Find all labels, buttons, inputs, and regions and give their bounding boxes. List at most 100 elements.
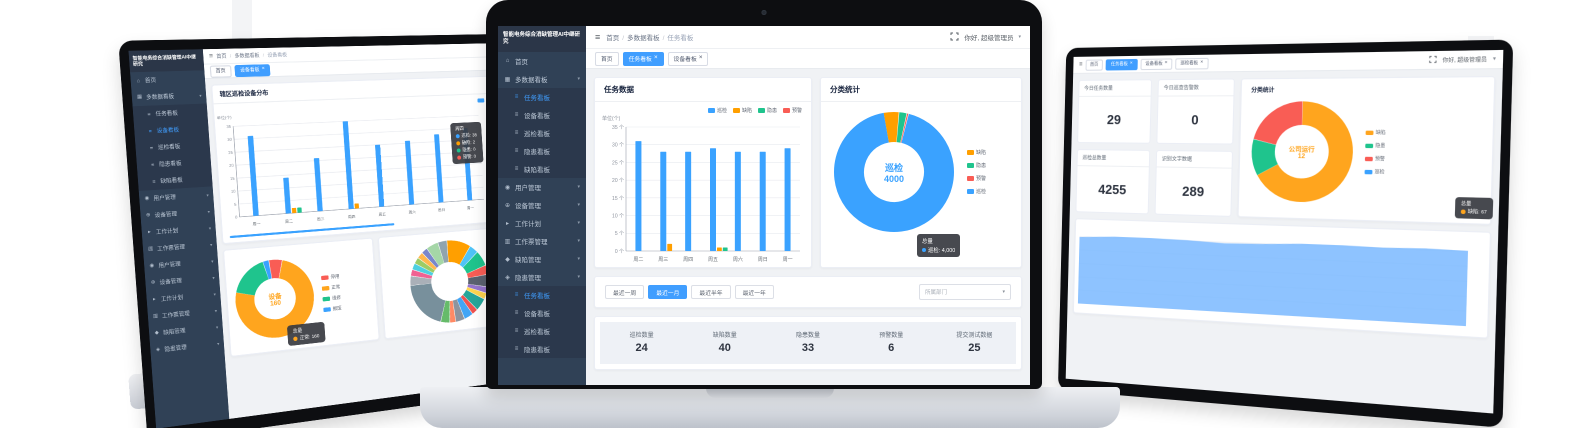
sidebar-item-工作计划[interactable]: ▸ 工作计划 ▾ — [505, 220, 580, 229]
sidebar-item-工作票管理[interactable]: ▥ 工作票管理 ▾ — [504, 238, 580, 247]
close-icon[interactable]: × — [261, 66, 265, 72]
donut-chart[interactable]: 公司运行 12 — [1249, 100, 1355, 204]
user-greeting[interactable]: 你好, 超级管理员 — [1442, 56, 1488, 64]
task-bar-chart[interactable]: 0 个 5 个 10 个 15 个 20 个 25 个 30 个 35 个 单位(个) 周二 周三 周… — [595, 114, 811, 267]
sidebar-item-任务看板[interactable]: ≡ 任务看板 — [498, 88, 586, 107]
sidebar-item-巡检看板[interactable]: ≡ 巡检看板 — [498, 124, 586, 143]
collapse-menu-icon[interactable]: ≡ — [595, 32, 601, 42]
view-tab-设备看板[interactable]: 设备看板 × — [234, 63, 271, 77]
range-button-最近一月[interactable]: 最近一月 — [648, 285, 688, 299]
list-icon: ≡ — [514, 328, 519, 335]
department-select[interactable]: 所属部门 ▾ — [919, 284, 1011, 300]
svg-text:周六: 周六 — [733, 256, 743, 262]
view-tab-巡检看板[interactable]: 巡检看板 × — [1175, 57, 1209, 70]
view-tabs: 首页 任务看板 × 设备看板 × — [586, 49, 1030, 69]
close-icon[interactable]: × — [698, 54, 703, 62]
chevron-down-icon: ▾ — [577, 202, 580, 209]
view-tab-设备看板[interactable]: 设备看板 × — [667, 51, 709, 66]
breadcrumb-item[interactable]: 多数据看板 — [627, 35, 660, 42]
svg-text:35: 35 — [226, 125, 231, 129]
sidebar-item-首页[interactable]: ⌂ 首页 — [505, 58, 528, 67]
sidebar-item-巡检看板[interactable]: ≡ 巡检看板 — [498, 322, 586, 341]
list-icon: ≡ — [514, 112, 519, 119]
legend-item-停用[interactable]: 停用 — [321, 273, 340, 281]
legend-item-报废[interactable]: 报废 — [323, 305, 342, 313]
category-stats-card: 分类统计 公司运行 12 缺陷 隐患 预警 巡检 总量 缺陷: — [1238, 76, 1496, 225]
sidebar-item-缺陷看板[interactable]: ≡ 缺陷看板 — [498, 160, 586, 179]
fullscreen-icon[interactable] — [1428, 55, 1436, 65]
range-button-最近一年[interactable]: 最近一年 — [734, 285, 774, 299]
chevron-down-icon: ▾ — [215, 324, 219, 330]
legend-item-巡检[interactable]: 巡检 — [967, 188, 986, 195]
view-tab-首页[interactable]: 首页 — [595, 51, 619, 66]
dashboard-content: 今日任务数量 29 今日巡查告警数 0 巡检总数量 4255 识别文字数据 28… — [1065, 69, 1503, 414]
list-icon: ≡ — [514, 130, 519, 137]
breadcrumb-item[interactable]: 多数据看板 — [234, 51, 260, 58]
sidebar-item-多数据看板[interactable]: ▦ 多数据看板 ▾ — [504, 76, 580, 85]
sidebar-item-设备看板[interactable]: ≡ 设备看板 — [498, 106, 586, 125]
breadcrumb: 首页 / 多数据看板 / 设备看板 — [216, 51, 288, 59]
donut-cards-row: 设备 160 停用 正常 维修 报废 总量 正常: 160 — [223, 226, 520, 357]
legend-item-预警[interactable]: 预警 — [782, 107, 802, 114]
close-icon[interactable]: × — [1200, 59, 1204, 65]
range-button-最近一周[interactable]: 最近一周 — [605, 285, 645, 299]
laptop-center: 智能电务综合消缺管理AI中继研究 ⌂ 首页 ▦ 多数据看板 ▾ ≡ 任务看板 ≡ 设备看板 ≡ 巡检… — [486, 0, 1042, 389]
donut-chart[interactable]: 巡检 4000 — [833, 111, 955, 233]
stat-item: 巡检数量 24 — [629, 333, 654, 354]
legend-item-隐患[interactable]: 隐患 — [757, 107, 777, 114]
legend-item-缺陷[interactable]: 缺陷 — [1365, 130, 1386, 137]
legend-item-隐患[interactable]: 隐患 — [1365, 143, 1385, 150]
view-tab-任务看板[interactable]: 任务看板 × — [1105, 58, 1138, 71]
sidebar-item-隐患看板[interactable]: ≡ 隐患看板 — [498, 340, 586, 359]
view-tab-首页[interactable]: 首页 — [209, 64, 232, 78]
collapse-menu-icon[interactable]: ≡ — [208, 52, 214, 60]
list-icon: ≡ — [514, 166, 519, 173]
sidebar-item-设备看板[interactable]: ≡ 设备看板 — [498, 304, 586, 323]
legend-item-巡检[interactable]: 巡检 — [1364, 169, 1385, 176]
user-greeting[interactable]: 你好, 超级管理员 — [964, 35, 1014, 42]
legend-item-巡检[interactable]: 巡检 — [707, 107, 727, 114]
close-icon[interactable]: × — [1164, 60, 1168, 66]
user-icon: ◉ — [144, 195, 150, 202]
sidebar-item-缺陷管理[interactable]: ◆ 缺陷管理 ▾ — [505, 256, 580, 265]
stat-item: 提交测试数据 25 — [956, 333, 993, 354]
list-icon: ≡ — [514, 148, 519, 155]
view-tab-首页[interactable]: 首页 — [1085, 58, 1104, 71]
fullscreen-icon[interactable] — [950, 32, 959, 43]
view-tab-任务看板[interactable]: 任务看板 × — [622, 51, 664, 66]
device-bar-chart[interactable]: 0 5 10 15 20 25 30 35 单位(个) 周一 周二 周三 周四 周五 周六 周日 周一 — [214, 103, 511, 235]
svg-text:周一: 周一 — [252, 221, 261, 227]
legend-item-缺陷[interactable]: 缺陷 — [732, 107, 752, 114]
legend-item-预警[interactable]: 预警 — [967, 175, 986, 182]
svg-text:25 个: 25 个 — [612, 160, 624, 166]
breadcrumb-item[interactable]: 首页 — [606, 35, 620, 42]
legend-item-维修[interactable]: 维修 — [322, 294, 341, 302]
legend-item-隐患[interactable]: 隐患 — [967, 162, 986, 169]
trend-area-chart[interactable] — [1078, 223, 1485, 332]
sidebar-item-任务看板[interactable]: ≡ 任务看板 — [498, 286, 586, 305]
sidebar-item-设备管理[interactable]: ⊕ 设备管理 ▾ — [504, 202, 580, 211]
range-button-最近半年[interactable]: 最近半年 — [691, 285, 731, 299]
legend-item-缺陷[interactable]: 缺陷 — [967, 149, 986, 156]
svg-text:单位(个): 单位(个) — [217, 114, 232, 120]
list-icon: ≡ — [514, 292, 519, 299]
legend-item-预警[interactable]: 预警 — [1364, 156, 1385, 163]
list-icon: ≡ — [514, 346, 519, 353]
close-icon[interactable]: × — [653, 54, 658, 62]
sidebar-item-隐患管理[interactable]: ◈ 隐患管理 ▾ — [505, 274, 580, 283]
view-tab-设备看板[interactable]: 设备看板 × — [1140, 57, 1173, 70]
donut-chart[interactable] — [407, 236, 492, 328]
chart-legend: 停用 正常 维修 报废 — [321, 273, 342, 313]
legend-item-正常[interactable]: 正常 — [321, 284, 341, 292]
sidebar-item-隐患看板[interactable]: ≡ 隐患看板 — [498, 142, 586, 161]
card-title: 任务数据 — [595, 78, 811, 102]
stat-card: 今日任务数量 29 — [1077, 79, 1153, 144]
svg-text:周五: 周五 — [378, 211, 386, 217]
svg-text:30 个: 30 个 — [612, 143, 624, 149]
collapse-menu-icon[interactable]: ≡ — [1078, 61, 1083, 68]
breadcrumb-item[interactable]: 首页 — [216, 52, 227, 59]
sidebar-item-用户管理[interactable]: ◉ 用户管理 ▾ — [504, 184, 580, 193]
app-logo: 智能电务综合消缺管理AI中继研究 — [498, 26, 586, 53]
close-icon[interactable]: × — [1129, 60, 1133, 66]
